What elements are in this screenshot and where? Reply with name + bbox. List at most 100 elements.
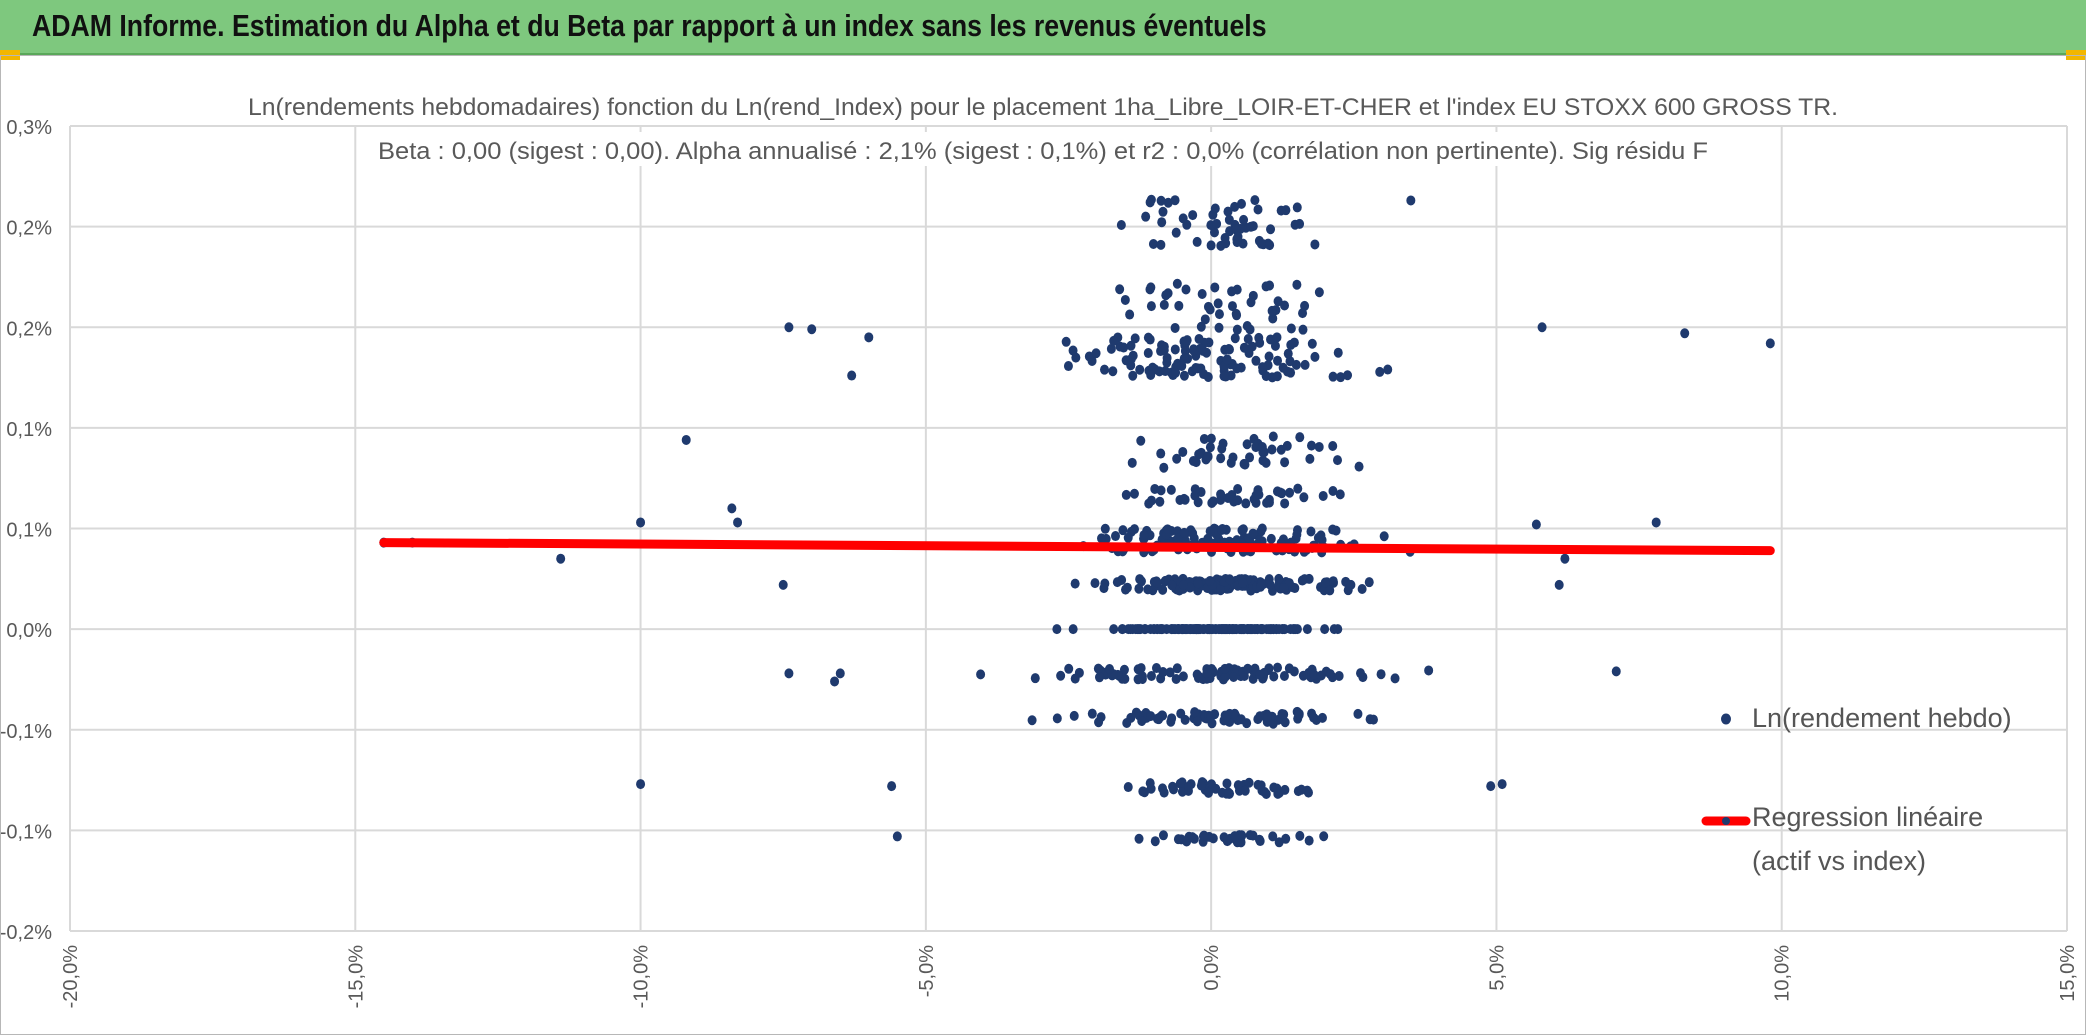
data-point xyxy=(1146,670,1156,681)
data-point xyxy=(1264,494,1274,505)
data-point xyxy=(1120,294,1130,305)
data-point xyxy=(1300,359,1310,370)
data-point xyxy=(1210,282,1220,293)
data-point xyxy=(1157,217,1167,228)
data-point xyxy=(1333,624,1343,635)
data-point xyxy=(1307,440,1317,451)
data-point xyxy=(1146,301,1156,312)
data-point xyxy=(1335,489,1345,500)
data-point xyxy=(1244,777,1254,788)
data-point xyxy=(1256,581,1266,592)
y-tick-label: 0,2% xyxy=(6,218,52,240)
data-point xyxy=(1328,440,1338,451)
data-point xyxy=(1255,535,1265,546)
data-point xyxy=(1117,624,1127,635)
data-point xyxy=(1030,673,1040,684)
data-point xyxy=(1218,624,1228,635)
data-point xyxy=(1240,785,1250,796)
data-point xyxy=(1137,674,1147,685)
data-point xyxy=(1071,352,1081,363)
data-point xyxy=(1166,484,1176,495)
chart-title: Ln(rendements hebdomadaires) fonction du… xyxy=(248,94,1838,121)
data-point xyxy=(1180,345,1190,356)
x-tick-label: 5,0% xyxy=(1486,945,1508,991)
data-point xyxy=(1269,782,1279,793)
data-point xyxy=(1273,662,1283,673)
data-point xyxy=(1497,779,1507,790)
data-point xyxy=(1265,240,1275,251)
data-point xyxy=(1390,673,1400,684)
data-point xyxy=(1297,575,1307,586)
data-point xyxy=(1317,712,1327,723)
data-point xyxy=(1094,717,1104,728)
data-point xyxy=(1178,579,1188,590)
data-point xyxy=(1239,214,1249,225)
data-point xyxy=(1112,577,1122,588)
data-point xyxy=(1210,203,1220,214)
data-point xyxy=(1242,439,1252,450)
data-point xyxy=(1236,714,1246,725)
data-point xyxy=(1207,497,1217,508)
data-point xyxy=(1292,624,1302,635)
data-point xyxy=(1268,831,1278,842)
data-point xyxy=(847,370,857,381)
data-point xyxy=(1537,322,1547,333)
data-point xyxy=(1126,340,1136,351)
data-point xyxy=(1357,583,1367,594)
data-point xyxy=(1251,442,1261,453)
data-point xyxy=(1328,371,1338,382)
data-point xyxy=(1310,351,1320,362)
data-point xyxy=(1216,240,1226,251)
data-point xyxy=(1298,308,1308,319)
data-point xyxy=(1172,663,1182,674)
data-point xyxy=(1282,440,1292,451)
data-point xyxy=(1136,663,1146,674)
data-point xyxy=(1163,288,1173,299)
data-point xyxy=(1173,834,1183,845)
data-point xyxy=(1250,624,1260,635)
data-point xyxy=(1261,281,1271,292)
data-point xyxy=(1248,528,1258,539)
data-point xyxy=(1206,711,1216,722)
y-tick-label: 0,3% xyxy=(6,117,52,139)
data-point xyxy=(1256,238,1266,249)
data-point xyxy=(1156,448,1166,459)
data-point xyxy=(778,579,788,590)
data-point xyxy=(1146,282,1156,293)
data-point xyxy=(1170,195,1180,206)
data-point xyxy=(1281,833,1291,844)
data-point xyxy=(1158,783,1168,794)
data-point xyxy=(1108,366,1118,377)
data-point xyxy=(1304,835,1314,846)
data-point xyxy=(1236,198,1246,209)
data-point xyxy=(1194,449,1204,460)
data-point xyxy=(1318,490,1328,501)
data-point xyxy=(1651,517,1661,528)
data-point xyxy=(1233,483,1243,494)
data-point xyxy=(1310,239,1320,250)
data-point xyxy=(1230,201,1240,212)
data-point xyxy=(1111,531,1121,542)
data-point xyxy=(1070,578,1080,589)
data-point xyxy=(1172,453,1182,464)
data-point xyxy=(1298,324,1308,335)
data-point xyxy=(1137,715,1147,726)
data-point xyxy=(1325,585,1335,596)
data-point xyxy=(1232,310,1242,321)
data-point xyxy=(727,503,737,514)
data-point xyxy=(1258,455,1268,466)
chart-area: 0,3% 0,2% 0,2% 0,1% 0,1% 0,0% -0,1% -0,1% -0,2% -… xyxy=(0,55,2086,1035)
data-point xyxy=(1258,362,1268,373)
data-point xyxy=(1275,487,1285,498)
data-point xyxy=(1056,670,1066,681)
data-point xyxy=(1242,320,1252,331)
data-point xyxy=(807,324,817,335)
x-tick-label: 15,0% xyxy=(2057,945,2079,1002)
data-point xyxy=(1285,487,1295,498)
data-point xyxy=(1222,836,1232,847)
data-point xyxy=(1128,370,1138,381)
data-point xyxy=(1220,232,1230,243)
data-point xyxy=(1193,363,1203,374)
data-point xyxy=(1240,459,1250,470)
data-point xyxy=(1197,289,1207,300)
